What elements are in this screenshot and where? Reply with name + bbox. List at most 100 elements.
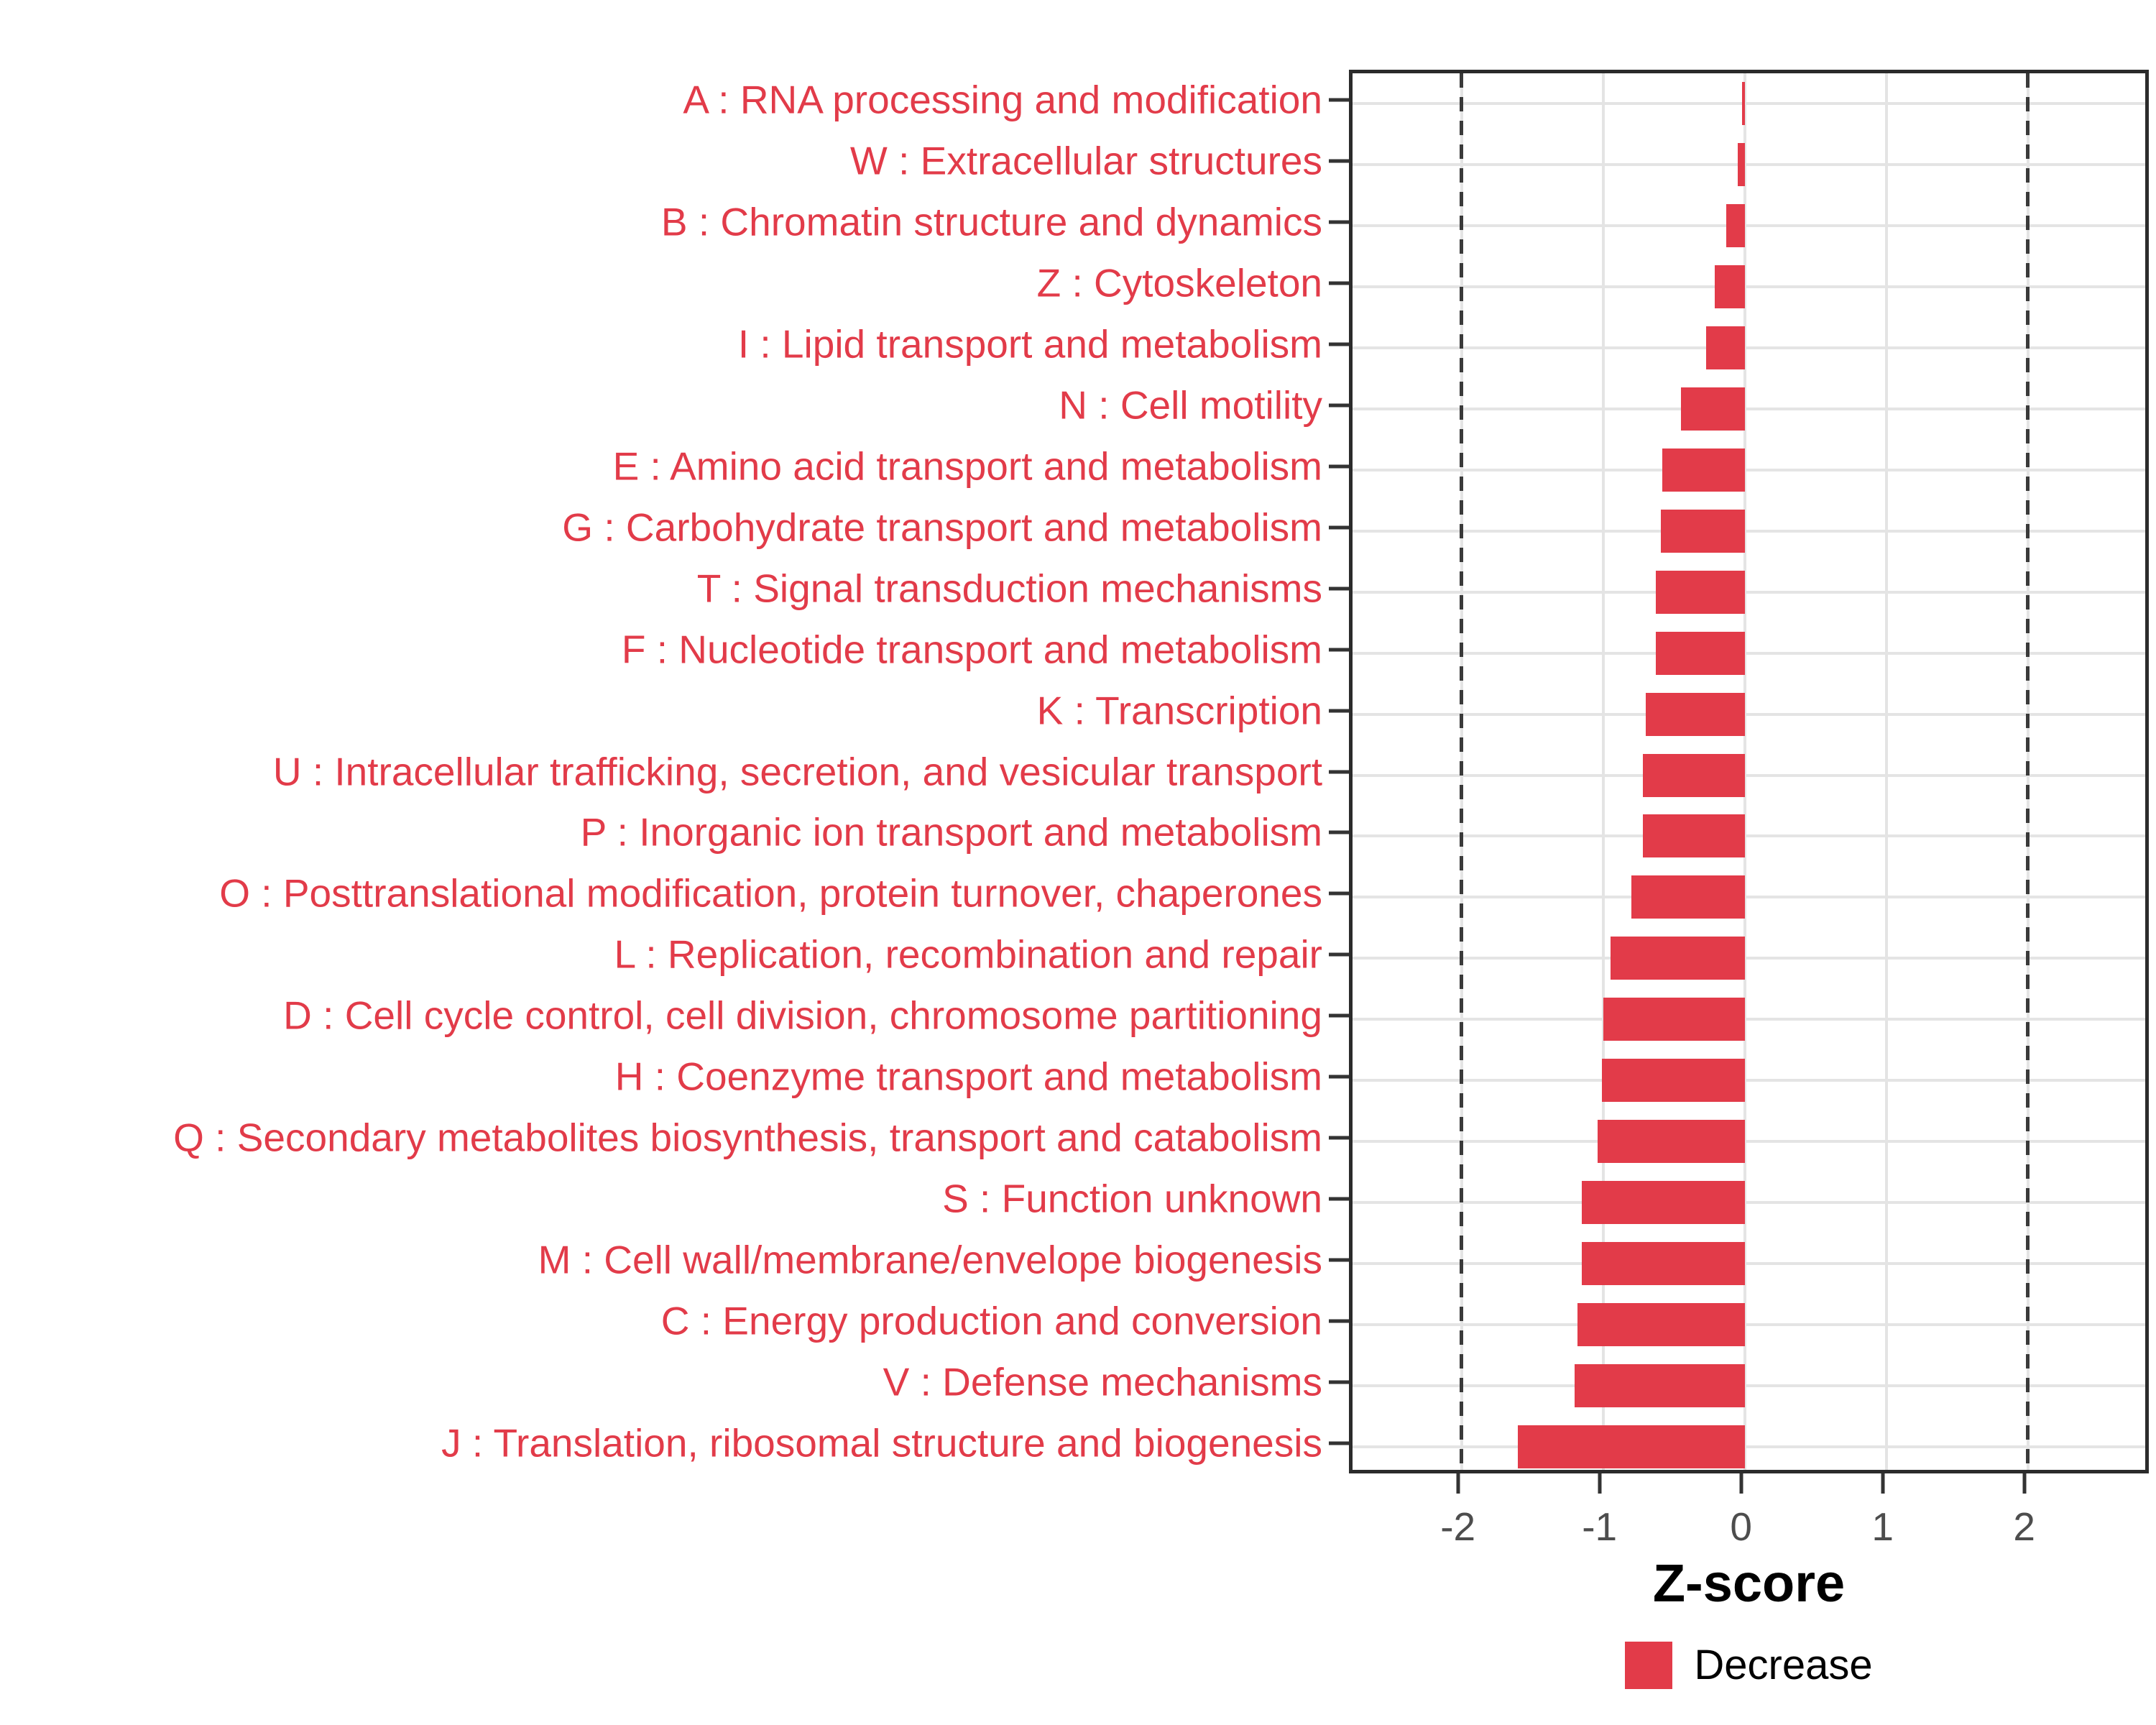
y-tick-mark [1329, 1136, 1349, 1140]
gridline-y-row [1353, 1384, 2145, 1387]
y-axis-label-n: N : Cell motility [1059, 382, 1322, 428]
y-tick-mark [1329, 525, 1349, 530]
gridline-x-1 [1884, 73, 1888, 1470]
gridline-y-row [1353, 224, 2145, 228]
y-tick-mark [1329, 159, 1349, 163]
y-axis-label-l: L : Replication, recombination and repai… [614, 932, 1322, 977]
y-axis-label-s: S : Function unknown [942, 1176, 1322, 1221]
y-axis-label-i: I : Lipid transport and metabolism [737, 321, 1322, 367]
bar-h [1601, 1059, 1745, 1103]
gridline-y-row [1353, 773, 2145, 777]
y-tick-mark [1329, 1441, 1349, 1445]
y-tick-mark [1329, 770, 1349, 773]
bar-s [1582, 1180, 1745, 1224]
gridline-y-row [1353, 1018, 2145, 1021]
gridline-y-row [1353, 1200, 2145, 1204]
bar-w [1737, 143, 1745, 187]
y-tick-mark [1329, 586, 1349, 591]
y-axis-label-m: M : Cell wall/membrane/envelope biogenes… [538, 1237, 1322, 1282]
bar-g [1661, 509, 1745, 553]
x-tick-label-2: 2 [2013, 1504, 2035, 1549]
legend-swatch-decrease [1625, 1641, 1673, 1689]
y-axis-label-e: E : Amino acid transport and metabolism [612, 443, 1322, 489]
y-tick-mark [1329, 1258, 1349, 1262]
gridline-y-row [1353, 712, 2145, 716]
bar-z [1715, 265, 1745, 309]
bar-o [1631, 875, 1745, 919]
plot-panel [1349, 70, 2149, 1473]
gridline-y-row [1353, 1322, 2145, 1326]
y-tick-mark [1329, 1013, 1349, 1018]
gridline-y-row [1353, 957, 2145, 960]
bar-n [1681, 387, 1745, 431]
gridline-x--1 [1601, 73, 1605, 1470]
y-tick-mark [1329, 952, 1349, 957]
y-axis-label-b: B : Chromatin structure and dynamics [660, 199, 1322, 244]
bar-l [1610, 937, 1745, 980]
x-tick-mark-2 [2022, 1473, 2027, 1494]
y-axis-label-h: H : Coenzyme transport and metabolism [614, 1054, 1322, 1099]
gridline-y-row [1353, 896, 2145, 899]
x-tick-mark-0 [1739, 1473, 1743, 1494]
y-axis-label-k: K : Transcription [1036, 688, 1322, 733]
y-axis-label-q: Q : Secondary metabolites biosynthesis, … [173, 1115, 1322, 1160]
y-axis-label-c: C : Energy production and conversion [660, 1298, 1322, 1343]
y-tick-mark [1329, 1319, 1349, 1323]
y-axis-label-w: W : Extracellular structures [849, 138, 1322, 183]
gridline-y-row [1353, 1079, 2145, 1082]
y-tick-mark [1329, 98, 1349, 102]
bar-c [1577, 1302, 1745, 1346]
y-axis-label-d: D : Cell cycle control, cell division, c… [283, 993, 1322, 1038]
bar-u [1642, 753, 1745, 797]
bar-k [1645, 692, 1745, 736]
bar-m [1582, 1241, 1745, 1285]
x-axis-title: Z-score [1652, 1553, 1846, 1613]
gridline-y-row [1353, 651, 2145, 655]
y-axis-label-u: U : Intracellular trafficking, secretion… [272, 749, 1322, 794]
x-tick-label--2: -2 [1440, 1504, 1476, 1549]
y-tick-mark [1329, 830, 1349, 834]
gridline-y-row [1353, 468, 2145, 472]
x-tick-label-0: 0 [1730, 1504, 1752, 1549]
gridline-x-0 [1743, 73, 1746, 1470]
gridline-y-row [1353, 285, 2145, 289]
x-tick-mark-1 [1881, 1473, 1885, 1494]
y-tick-mark [1329, 220, 1349, 224]
y-tick-mark [1329, 1197, 1349, 1201]
gridline-y-row [1353, 1445, 2145, 1448]
gridline-y-row [1353, 590, 2145, 594]
x-tick-label-1: 1 [1871, 1504, 1894, 1549]
bar-q [1597, 1119, 1745, 1163]
bar-d [1603, 998, 1745, 1041]
gridline-y-row [1353, 102, 2145, 106]
y-axis-label-j: J : Translation, ribosomal structure and… [441, 1420, 1322, 1466]
gridline-y-row [1353, 346, 2145, 350]
y-tick-mark [1329, 464, 1349, 469]
y-axis-label-g: G : Carbohydrate transport and metabolis… [562, 505, 1322, 550]
y-tick-mark [1329, 1380, 1349, 1384]
bar-f [1655, 631, 1745, 675]
bar-t [1655, 570, 1745, 614]
bar-i [1706, 326, 1745, 370]
x-tick-label--1: -1 [1582, 1504, 1618, 1549]
bar-b [1726, 204, 1745, 248]
gridline-y-row [1353, 1261, 2145, 1265]
y-axis-label-v: V : Defense mechanisms [883, 1359, 1322, 1404]
y-axis-label-f: F : Nucleotide transport and metabolism [621, 627, 1322, 672]
y-axis-label-t: T : Signal transduction mechanisms [696, 566, 1322, 611]
y-tick-mark [1329, 891, 1349, 896]
y-axis-label-a: A : RNA processing and modification [683, 77, 1322, 122]
gridline-y-row [1353, 1139, 2145, 1143]
y-axis-label-p: P : Inorganic ion transport and metaboli… [580, 809, 1322, 855]
y-tick-mark [1329, 648, 1349, 652]
bar-p [1642, 814, 1745, 858]
dashed-threshold-line-2 [2026, 73, 2030, 1470]
y-tick-mark [1329, 403, 1349, 408]
legend: Decrease [1349, 1641, 2149, 1689]
y-tick-mark [1329, 709, 1349, 713]
gridline-y-row [1353, 834, 2145, 838]
bar-e [1662, 448, 1745, 492]
gridline-y-row [1353, 163, 2145, 167]
dashed-threshold-line--2 [1460, 73, 1464, 1470]
